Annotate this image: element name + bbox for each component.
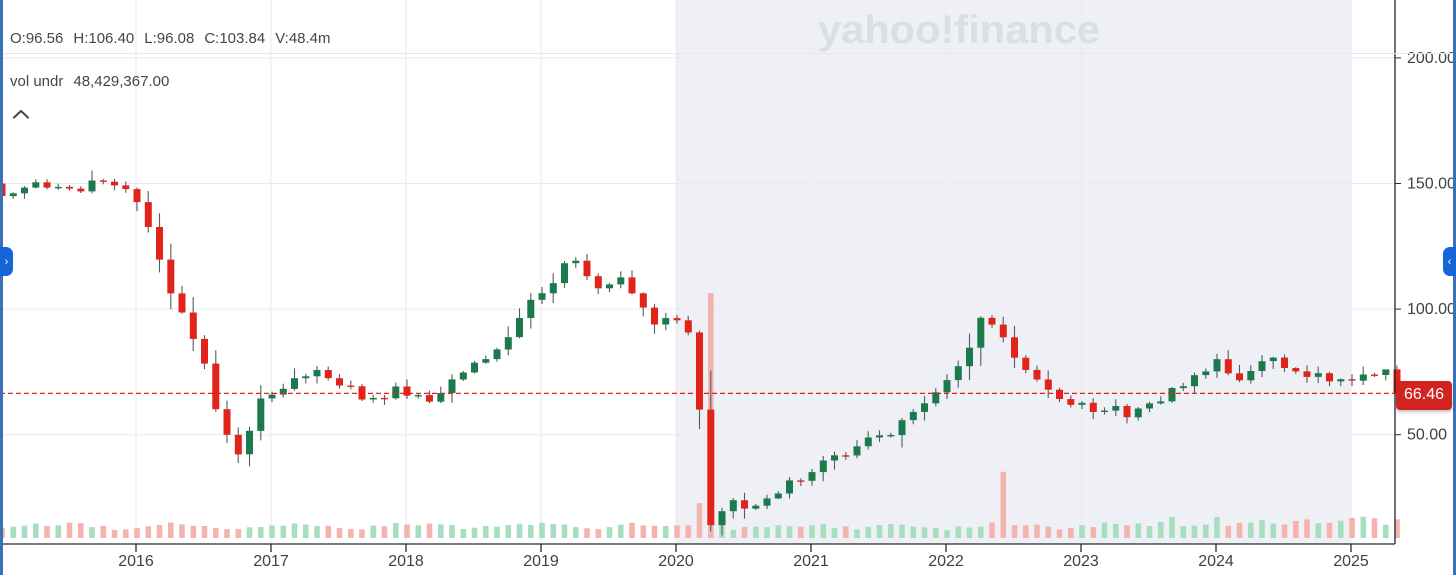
svg-text:2019: 2019: [523, 553, 559, 570]
svg-text:2017: 2017: [253, 553, 289, 570]
svg-text:2021: 2021: [793, 553, 829, 570]
svg-text:2025: 2025: [1333, 553, 1369, 570]
svg-text:2023: 2023: [1063, 553, 1099, 570]
svg-text:2024: 2024: [1198, 553, 1234, 570]
svg-text:150.00: 150.00: [1407, 176, 1456, 193]
svg-text:2020: 2020: [658, 553, 694, 570]
svg-text:2016: 2016: [118, 553, 154, 570]
svg-text:2018: 2018: [388, 553, 424, 570]
svg-text:2022: 2022: [928, 553, 964, 570]
svg-text:50.00: 50.00: [1407, 427, 1447, 444]
svg-text:100.00: 100.00: [1407, 301, 1456, 318]
